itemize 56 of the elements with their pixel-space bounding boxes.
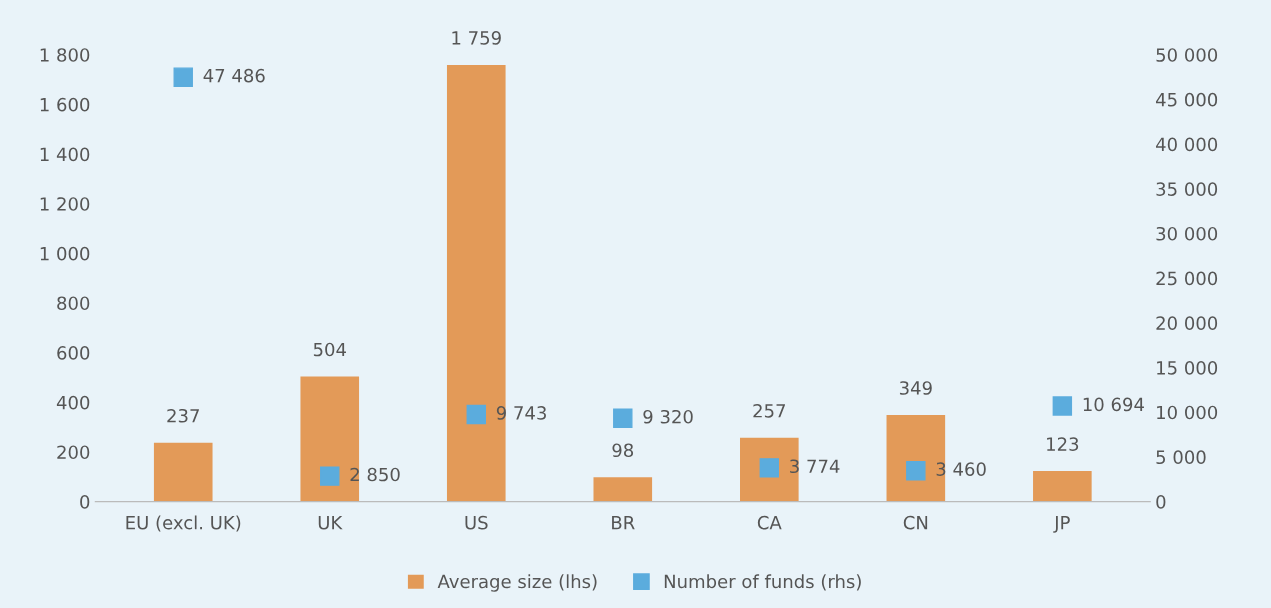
y2-tick-label: 0 (1156, 495, 1166, 509)
bar (300, 376, 360, 502)
legend-label: Number of funds (rhs) (664, 574, 861, 591)
x-tick-label: CN (903, 515, 928, 530)
y-tick-label: 800 (57, 296, 90, 311)
point (466, 404, 486, 425)
y-tick-label: 200 (57, 445, 90, 460)
data-label: 3 774 (790, 459, 840, 474)
y-tick-label: 1 200 (40, 197, 90, 211)
bar (1033, 471, 1092, 502)
data-label: 9 320 (643, 409, 693, 424)
data-label: 349 (899, 381, 932, 395)
y2-tick-label: 5 000 (1156, 450, 1206, 465)
bar (446, 64, 506, 502)
y2-tick-label: 50 000 (1156, 48, 1218, 62)
y2-tick-label: 30 000 (1156, 226, 1218, 241)
data-label: 123 (1047, 437, 1079, 451)
data-label: 47 486 (203, 68, 265, 83)
point (173, 67, 193, 87)
y2-tick-label: 20 000 (1156, 316, 1218, 330)
data-label: 2 850 (350, 467, 400, 482)
point (1052, 396, 1073, 416)
x-tick-label: US (465, 515, 488, 530)
y-tick-label: 1 600 (40, 97, 90, 112)
y-tick-label: 1 000 (40, 246, 90, 261)
point (613, 408, 633, 429)
data-label: 10 694 (1083, 397, 1144, 412)
y2-tick-label: 25 000 (1156, 271, 1218, 286)
x-tick-label: CA (757, 515, 782, 530)
data-label: 98 (612, 443, 634, 458)
legend-label: Average size (lhs) (437, 574, 597, 592)
y2-tick-label: 35 000 (1156, 182, 1218, 196)
bar (740, 437, 799, 502)
y2-tick-label: 45 000 (1156, 92, 1218, 107)
y-tick-label: 1 400 (40, 147, 90, 162)
bar (153, 442, 213, 502)
bar (886, 414, 946, 502)
y2-tick-label: 15 000 (1157, 361, 1218, 375)
y-tick-label: 1 800 (40, 48, 90, 62)
x-tick-label: JP (1053, 516, 1070, 533)
y2-tick-label: 40 000 (1156, 137, 1218, 152)
data-label: 9 743 (496, 406, 546, 420)
y-tick-label: 0 (80, 495, 90, 509)
y2-tick-label: 10 000 (1157, 405, 1218, 420)
x-tick-label: UK (318, 516, 343, 530)
bar (593, 477, 653, 502)
point (320, 466, 340, 486)
x-tick-label: BR (612, 516, 635, 530)
point (906, 460, 926, 481)
data-label: 504 (313, 342, 346, 357)
y-tick-label: 600 (57, 346, 90, 360)
x-tick-label: EU (excl. UK) (126, 515, 241, 532)
data-label: 257 (753, 403, 785, 418)
data-label: 1 759 (452, 31, 501, 45)
data-label: 237 (167, 408, 199, 423)
y-tick-label: 400 (56, 395, 90, 410)
